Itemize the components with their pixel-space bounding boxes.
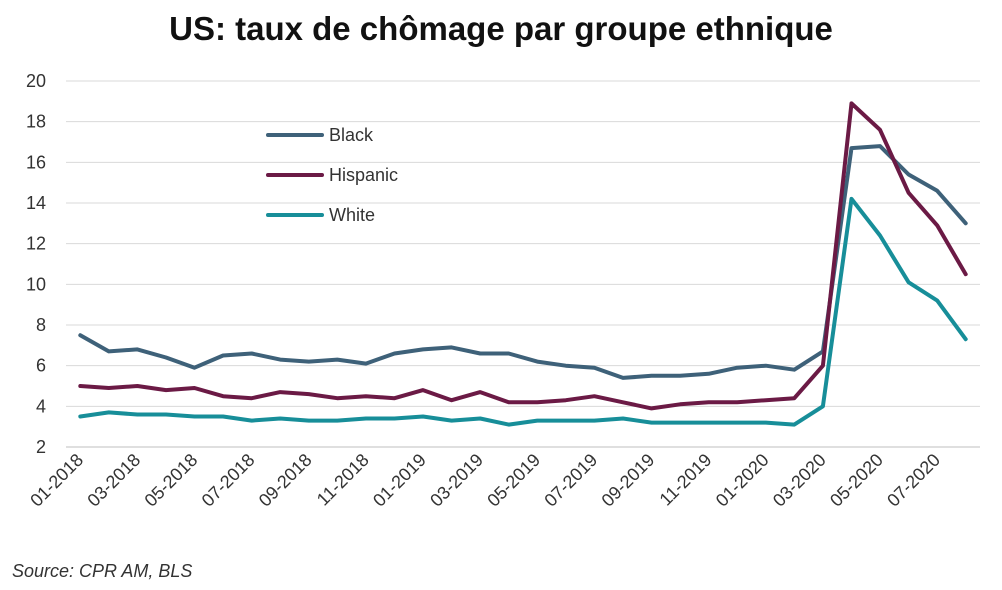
x-tick-label: 01-2020 <box>712 450 773 511</box>
series-line-hispanic <box>78 101 968 411</box>
x-tick-label: 07-2018 <box>198 450 259 511</box>
y-tick-label: 16 <box>26 152 46 172</box>
y-tick-label: 8 <box>36 315 46 335</box>
y-tick-label: 14 <box>26 193 46 213</box>
x-tick-label: 01-2018 <box>26 450 87 511</box>
series-line-white <box>78 196 968 427</box>
y-tick-label: 6 <box>36 356 46 376</box>
grid-lines <box>66 80 980 448</box>
x-tick-label: 03-2018 <box>83 450 144 511</box>
x-tick-label: 11-2019 <box>656 450 716 510</box>
x-tick-label: 05-2019 <box>483 450 544 511</box>
legend-label-white: White <box>329 205 375 225</box>
x-tick-label: 01-2019 <box>369 450 430 511</box>
series-lines <box>78 101 968 427</box>
y-tick-label: 4 <box>36 396 46 416</box>
x-axis: 01-201803-201805-201807-201809-201811-20… <box>26 450 944 511</box>
x-tick-label: 07-2020 <box>883 450 944 511</box>
chart-title: US: taux de chômage par groupe ethnique <box>169 10 833 47</box>
legend: Black Hispanic White <box>266 125 398 225</box>
x-tick-label: 07-2019 <box>540 450 601 511</box>
x-tick-label: 05-2018 <box>141 450 202 511</box>
source-note: Source: CPR AM, BLS <box>12 561 193 581</box>
x-tick-label: 09-2018 <box>255 450 316 511</box>
x-tick-label: 03-2019 <box>426 450 487 511</box>
x-tick-label: 09-2019 <box>598 450 659 511</box>
y-tick-label: 20 <box>26 71 46 91</box>
x-tick-label: 11-2018 <box>313 450 373 510</box>
y-tick-label: 18 <box>26 112 46 132</box>
y-tick-label: 10 <box>26 274 46 294</box>
y-tick-label: 12 <box>26 234 46 254</box>
series-line-black <box>78 144 968 380</box>
x-tick-label: 03-2020 <box>769 450 830 511</box>
legend-label-black: Black <box>329 125 374 145</box>
legend-label-hispanic: Hispanic <box>329 165 398 185</box>
y-axis: 2 4 6 8 10 12 14 16 18 20 <box>26 71 46 457</box>
x-tick-label: 05-2020 <box>826 450 887 511</box>
y-tick-label: 2 <box>36 437 46 457</box>
